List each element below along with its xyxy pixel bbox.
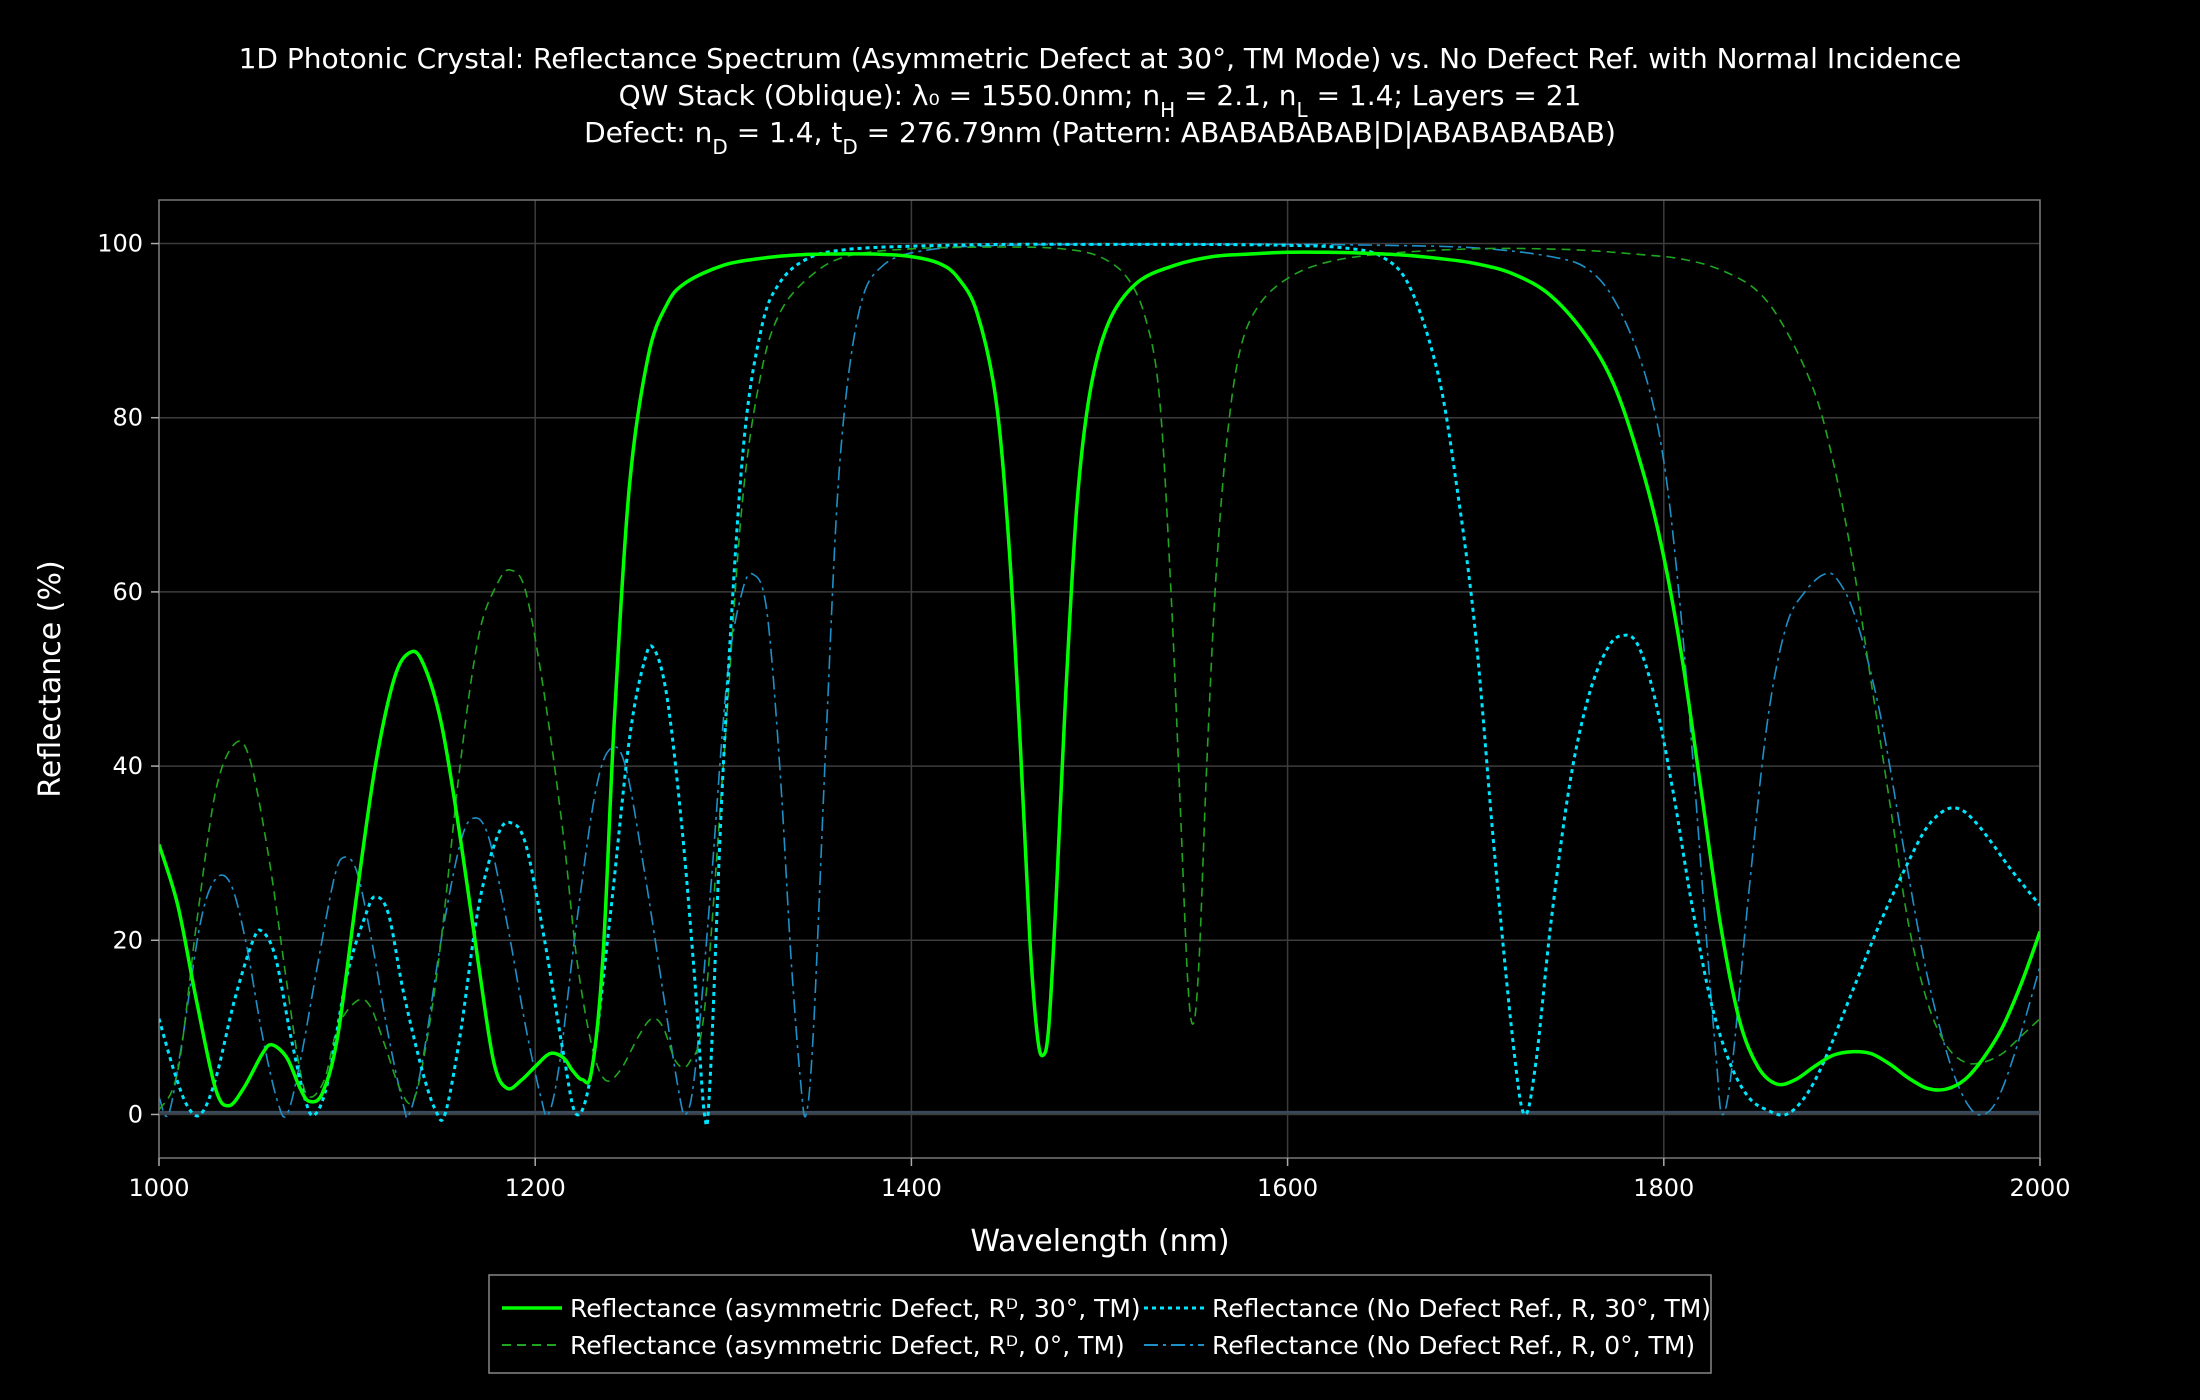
x-tick-label: 1400 xyxy=(881,1174,942,1202)
y-axis-label: Reflectance (%) xyxy=(33,560,68,797)
plot-area-frame xyxy=(158,199,2041,1159)
y-tick-label: 80 xyxy=(112,404,143,432)
y-tick-label: 20 xyxy=(112,926,143,954)
chart-title-line-1: 1D Photonic Crystal: Reflectance Spectru… xyxy=(239,42,1962,75)
y-tick-label: 0 xyxy=(128,1100,143,1128)
series-r-0-tm-line xyxy=(159,243,2040,1120)
legend-label: Reflectance (No Defect Ref., R, 0°, TM) xyxy=(1212,1331,1695,1360)
axis-ticks: 1000 1200 1400 1600 1800 2000 0 20 40 60 80 100 xyxy=(97,230,2070,1202)
series-rd-30-tm-line xyxy=(159,250,2040,1108)
y-tick-label: 60 xyxy=(112,578,143,606)
x-tick-label: 1800 xyxy=(1633,1174,1694,1202)
legend: Reflectance (asymmetric Defect, Rᴰ, 30°,… xyxy=(488,1274,1712,1374)
y-tick-label: 100 xyxy=(97,230,143,258)
x-tick-label: 1000 xyxy=(128,1174,189,1202)
legend-label: Reflectance (asymmetric Defect, Rᴰ, 30°,… xyxy=(570,1294,1141,1323)
legend-box xyxy=(488,1274,1712,1374)
x-axis-label: Wavelength (nm) xyxy=(970,1224,1229,1259)
x-tick-label: 2000 xyxy=(2009,1174,2070,1202)
y-tick-label: 40 xyxy=(112,752,143,780)
legend-label: Reflectance (No Defect Ref., R, 30°, TM) xyxy=(1212,1294,1711,1323)
x-tick-label: 1600 xyxy=(1257,1174,1318,1202)
legend-label: Reflectance (asymmetric Defect, Rᴰ, 0°, … xyxy=(570,1331,1125,1360)
data-series xyxy=(159,242,2040,1128)
x-tick-label: 1200 xyxy=(505,1174,566,1202)
series-rd-0-tm-line xyxy=(159,246,2040,1111)
chart-title-line-3: Defect: nD = 1.4, tD = 276.79nm (Pattern… xyxy=(584,116,1616,159)
chart-title-line-2: QW Stack (Oblique): λ₀ = 1550.0nm; nH = … xyxy=(619,79,1582,122)
